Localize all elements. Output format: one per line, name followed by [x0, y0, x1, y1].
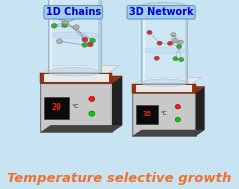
Ellipse shape: [48, 68, 101, 76]
Polygon shape: [43, 66, 119, 73]
Ellipse shape: [176, 44, 182, 49]
Ellipse shape: [82, 37, 88, 42]
Bar: [141, 6, 187, 83]
Ellipse shape: [167, 41, 173, 46]
Ellipse shape: [49, 32, 100, 39]
Text: °C: °C: [160, 111, 167, 116]
Bar: [136, 105, 158, 124]
Polygon shape: [136, 77, 201, 84]
Ellipse shape: [51, 23, 57, 28]
Ellipse shape: [154, 56, 159, 60]
Ellipse shape: [141, 48, 186, 53]
Ellipse shape: [147, 30, 152, 35]
Polygon shape: [132, 130, 205, 136]
Ellipse shape: [62, 23, 68, 28]
FancyBboxPatch shape: [19, 0, 220, 189]
Bar: [134, 94, 194, 135]
Ellipse shape: [171, 33, 176, 37]
Text: Temperature selective growth: Temperature selective growth: [7, 172, 232, 185]
Bar: [42, 85, 110, 131]
Bar: [48, 0, 50, 72]
Ellipse shape: [82, 43, 88, 47]
Polygon shape: [40, 125, 122, 132]
Bar: [132, 84, 196, 93]
Ellipse shape: [56, 39, 62, 44]
Ellipse shape: [175, 117, 180, 122]
Bar: [185, 6, 187, 83]
Bar: [98, 0, 101, 72]
Ellipse shape: [89, 11, 95, 15]
Ellipse shape: [141, 3, 187, 10]
Text: °C: °C: [71, 104, 78, 109]
Polygon shape: [132, 87, 205, 93]
Bar: [141, 6, 143, 83]
Bar: [43, 74, 109, 82]
Ellipse shape: [173, 57, 178, 61]
Text: 1D Chains: 1D Chains: [46, 7, 101, 17]
Ellipse shape: [157, 41, 162, 45]
Ellipse shape: [172, 39, 178, 43]
Ellipse shape: [57, 15, 63, 20]
Ellipse shape: [178, 40, 183, 44]
Polygon shape: [196, 87, 205, 136]
Text: 20: 20: [51, 103, 61, 112]
Ellipse shape: [73, 25, 79, 30]
Bar: [136, 85, 192, 92]
Bar: [40, 73, 112, 83]
Bar: [141, 6, 187, 83]
Text: 35: 35: [142, 112, 151, 117]
Bar: [43, 97, 69, 119]
Ellipse shape: [89, 111, 95, 116]
Bar: [48, 0, 101, 72]
Bar: [132, 93, 196, 136]
Ellipse shape: [179, 57, 184, 62]
Ellipse shape: [89, 96, 95, 101]
Ellipse shape: [52, 8, 58, 13]
Polygon shape: [40, 76, 122, 83]
Text: 3D Network: 3D Network: [129, 7, 193, 17]
Ellipse shape: [87, 42, 93, 47]
Polygon shape: [112, 76, 122, 132]
Bar: [40, 83, 112, 132]
Ellipse shape: [175, 104, 180, 109]
Ellipse shape: [89, 38, 96, 43]
Bar: [48, 0, 101, 72]
Ellipse shape: [141, 79, 187, 86]
Ellipse shape: [62, 20, 68, 25]
